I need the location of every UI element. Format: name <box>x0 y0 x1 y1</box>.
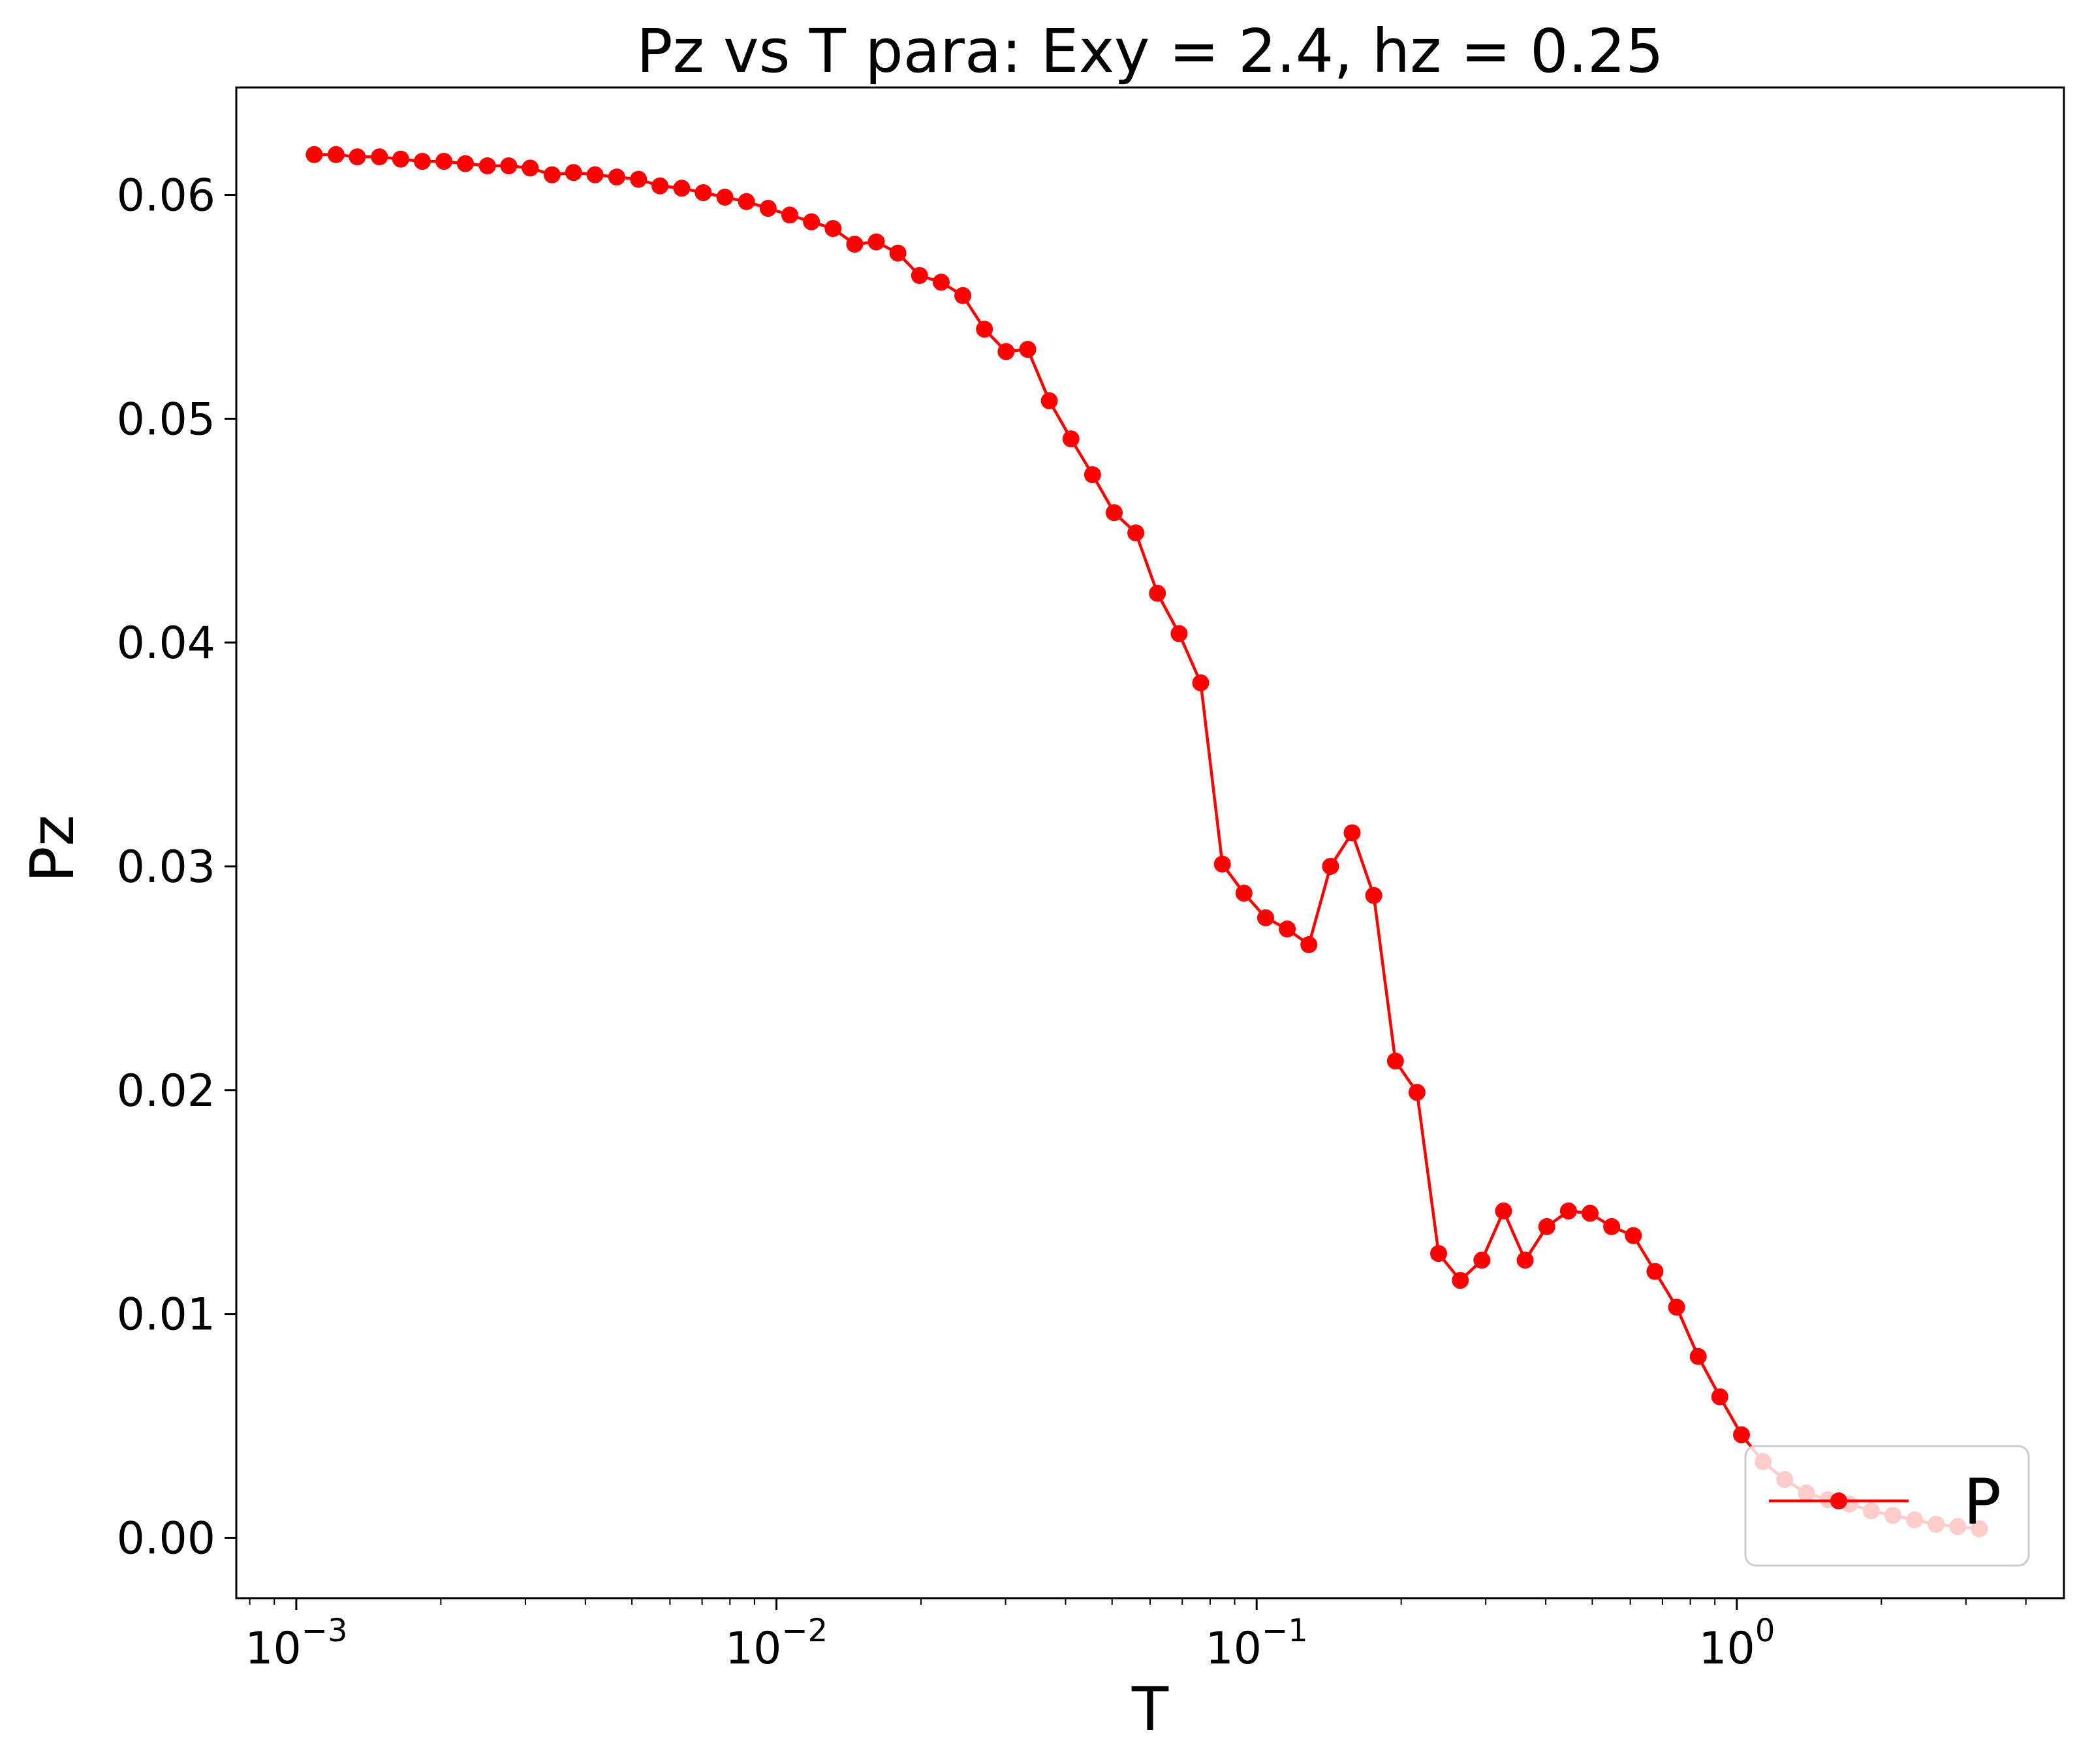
series-point <box>716 189 734 206</box>
series-point <box>1452 1272 1469 1289</box>
series-point <box>305 146 323 163</box>
series-point <box>1625 1227 1642 1244</box>
series-point <box>1516 1252 1534 1269</box>
series-point <box>867 233 885 251</box>
y-tick-label: 0.00 <box>117 1513 215 1564</box>
series-point <box>1430 1245 1447 1263</box>
series-point <box>932 274 950 291</box>
series-point <box>1062 430 1080 448</box>
series-point <box>976 321 993 338</box>
y-tick-label: 0.06 <box>117 170 215 222</box>
series-point <box>695 184 712 202</box>
chart-title: Pz vs T para: Exy = 2.4, hz = 0.25 <box>636 16 1664 86</box>
series-point <box>1646 1263 1664 1280</box>
x-axis-label: T <box>1131 1675 1169 1744</box>
series-point <box>1149 584 1166 602</box>
series-point <box>1582 1205 1599 1222</box>
series-point <box>1386 1052 1404 1070</box>
series-point <box>1711 1388 1728 1406</box>
x-tick-label: 100 <box>1698 1613 1775 1675</box>
series-point <box>1257 909 1274 926</box>
series-point <box>327 146 345 163</box>
series-point <box>1084 466 1101 484</box>
series-point <box>1040 392 1058 409</box>
series-point <box>803 213 820 230</box>
y-axis-label: Pz <box>18 815 87 883</box>
series-point <box>1559 1202 1577 1220</box>
y-tick-label: 0.03 <box>117 842 215 893</box>
series-point <box>1733 1426 1750 1443</box>
series-point <box>1408 1084 1426 1101</box>
y-tick-label: 0.05 <box>117 394 215 445</box>
series-point <box>846 236 864 253</box>
legend-label: P <box>1963 1466 2001 1539</box>
series-point <box>1668 1299 1685 1316</box>
series-point <box>911 267 928 284</box>
series-point <box>1603 1218 1621 1235</box>
series-point <box>392 150 409 168</box>
legend: P <box>1744 1445 2030 1567</box>
x-axis: 10−3 10−2 10−1 100 <box>245 1598 2027 1675</box>
series-point <box>1235 885 1253 902</box>
series-point <box>1300 936 1318 953</box>
series-point <box>1192 674 1210 691</box>
series-point <box>349 148 366 166</box>
series-point <box>1019 341 1037 358</box>
legend-box <box>1744 1445 2030 1567</box>
series-point <box>759 200 777 217</box>
x-tick-label: 10−3 <box>245 1613 347 1675</box>
y-tick-label: 0.02 <box>117 1065 215 1117</box>
series-point <box>1365 887 1382 904</box>
series-point <box>1538 1218 1555 1235</box>
series-point <box>997 343 1015 360</box>
series-point <box>1473 1252 1491 1269</box>
series-point <box>651 177 669 195</box>
y-tick-label: 0.04 <box>117 618 215 669</box>
series-point <box>1106 504 1123 522</box>
x-tick-label: 10−2 <box>725 1613 828 1675</box>
series-point <box>435 153 453 170</box>
x-tick-label: 10−1 <box>1206 1613 1308 1675</box>
series-point <box>608 168 625 186</box>
series-point <box>414 153 431 170</box>
series-point <box>1279 921 1296 937</box>
series-point <box>522 159 539 177</box>
series-point <box>1689 1347 1707 1365</box>
legend-marker <box>1830 1492 1847 1509</box>
y-tick-label: 0.01 <box>117 1289 215 1341</box>
series-point <box>1127 524 1145 542</box>
y-axis: 0.00 0.01 0.02 0.03 0.04 0.05 0.06 <box>117 170 236 1564</box>
series-point <box>478 157 496 174</box>
series-point <box>586 166 604 183</box>
series-point <box>738 193 755 210</box>
series-point <box>1170 625 1188 642</box>
series-point <box>457 155 474 172</box>
series-point <box>565 164 582 181</box>
series-point <box>500 157 518 174</box>
series-point <box>824 220 842 237</box>
series-point <box>371 148 388 166</box>
series-point <box>1213 855 1231 873</box>
series-point <box>673 180 691 197</box>
series-point <box>954 287 972 304</box>
series-point <box>889 244 907 262</box>
series-point <box>543 166 561 183</box>
series-point <box>1343 824 1361 842</box>
series-point <box>1495 1202 1512 1220</box>
series-point <box>630 170 648 188</box>
series-point <box>1322 858 1339 875</box>
series-point <box>781 206 798 224</box>
